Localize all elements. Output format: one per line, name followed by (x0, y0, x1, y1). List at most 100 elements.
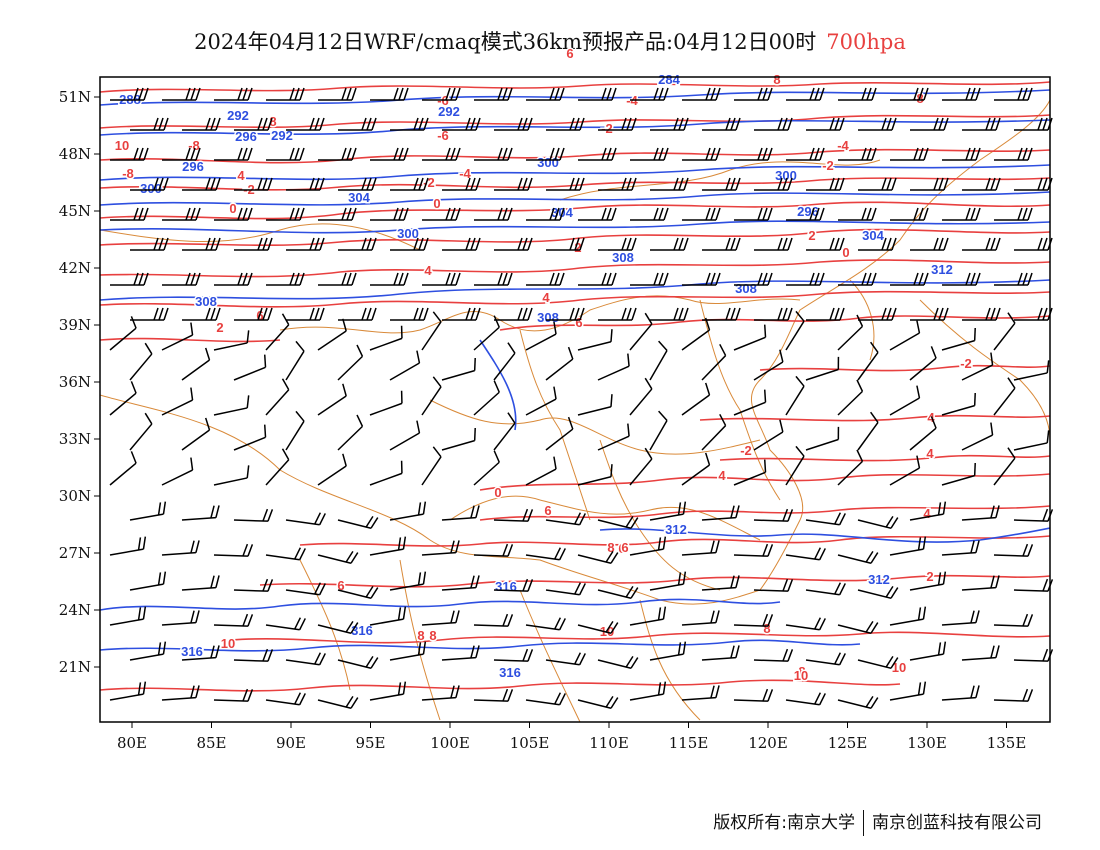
wind-barb (474, 147, 513, 161)
longitude-tick-label: 115E (669, 734, 709, 752)
wind-barb (421, 610, 460, 626)
longitude-tick-label: 110E (589, 734, 629, 752)
wind-barb (649, 340, 668, 381)
wind-barb (265, 547, 306, 561)
wind-barb (753, 578, 794, 592)
wind-barb (649, 410, 668, 451)
province-border (429, 399, 761, 455)
wind-barb (577, 695, 619, 709)
wind-barb (577, 550, 619, 564)
wind-barb (109, 606, 147, 626)
wind-barb (546, 237, 585, 251)
wind-barb (213, 543, 254, 557)
temperature-isoline (100, 201, 1050, 220)
geopotential-label: 292 (271, 128, 293, 143)
footer-separator (863, 810, 864, 836)
wind-barb (369, 681, 407, 701)
wind-barb (753, 349, 784, 381)
temperature-label: 8 (429, 628, 436, 643)
wind-barb (442, 237, 481, 251)
map-frame (99, 76, 1051, 723)
wind-barb (577, 329, 613, 351)
temperature-label: 8 (773, 72, 780, 87)
temperature-label: -8 (122, 166, 134, 181)
wind-barb (441, 427, 476, 451)
wind-barb (442, 307, 481, 321)
latitude-tick-label: 36N (59, 373, 91, 391)
wind-barb (526, 147, 565, 161)
wind-barb (493, 342, 516, 381)
wind-barb (545, 582, 586, 596)
wind-barb (682, 147, 721, 161)
geopotential-isoline (479, 339, 517, 431)
temperature-label: 6 (337, 578, 344, 593)
latitude-tick-label: 30N (59, 487, 91, 505)
temperature-label: 4 (718, 468, 726, 483)
wind-barb (754, 237, 793, 251)
wind-barb (942, 87, 981, 101)
wind-barb (598, 177, 637, 191)
wind-barb (370, 147, 409, 161)
wind-barb (161, 540, 200, 556)
latitude-axis: 51N 48N 45N 42N 39N 36N 33N 30N 27N 24N 21N (59, 88, 100, 676)
wind-barb (994, 147, 1033, 161)
wind-barb (578, 207, 617, 221)
wind-barb (390, 117, 429, 131)
wind-barb (702, 307, 741, 321)
wind-barb (857, 515, 899, 529)
geopotential-label: 308 (735, 281, 757, 296)
temperature-label: -8 (188, 138, 200, 153)
wind-barb (525, 617, 566, 631)
wind-barb (265, 378, 290, 416)
wind-barb (890, 147, 929, 161)
wind-barb (993, 543, 1034, 557)
wind-barb (337, 515, 379, 529)
wind-barb (598, 117, 637, 131)
wind-barb (806, 177, 845, 191)
wind-barb (233, 354, 267, 381)
temperature-label: 6 (566, 46, 573, 61)
wind-barb (421, 446, 442, 486)
wind-barb (369, 460, 403, 486)
wind-barb (910, 177, 949, 191)
wind-barb (213, 465, 250, 486)
wind-barb (909, 571, 947, 591)
wind-barb (390, 177, 429, 191)
wind-barb (318, 87, 357, 101)
wind-barb (858, 307, 897, 321)
temperature-label: 2 (808, 228, 815, 243)
wind-barb (317, 550, 359, 564)
temperature-label: -4 (837, 138, 849, 153)
wind-barb (130, 307, 169, 321)
longitude-tick-label: 130E (907, 734, 947, 752)
longitude-tick-label: 80E (117, 734, 147, 752)
wind-barb (837, 550, 879, 564)
wind-barb (1014, 307, 1053, 321)
wind-barb (962, 177, 1001, 191)
wind-barb (650, 177, 689, 191)
wind-barb (233, 648, 274, 662)
wind-barb (370, 207, 409, 221)
wind-barb (474, 207, 513, 221)
wind-barb (786, 147, 825, 161)
wind-barb (837, 620, 879, 634)
wind-barb (629, 606, 667, 626)
temperature-label: 10 (794, 668, 808, 683)
longitude-tick-label: 90E (276, 734, 306, 752)
wind-barb (961, 645, 1000, 661)
wind-barb (234, 307, 273, 321)
wind-barb (285, 582, 326, 596)
geopotential-label: 308 (537, 310, 559, 325)
temperature-label: 2 (216, 320, 223, 335)
wind-barb (629, 681, 667, 701)
wind-barb (317, 318, 347, 351)
wind-barb (422, 207, 461, 221)
wind-barb (805, 512, 846, 526)
wind-barb (909, 346, 937, 381)
wind-barb (941, 462, 976, 486)
border-north (559, 159, 881, 201)
geopotential-isoline (100, 279, 1050, 301)
temperature-isoline (100, 290, 1050, 308)
latitude-tick-label: 45N (59, 202, 91, 220)
wind-barb (494, 307, 533, 321)
